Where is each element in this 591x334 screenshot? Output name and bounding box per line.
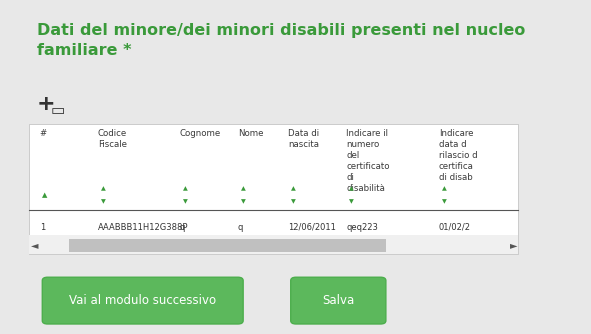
Text: ▲: ▲ [241, 186, 245, 191]
Text: 1: 1 [40, 223, 45, 231]
Text: Dati del minore/dei minori disabili presenti nel nucleo
familiare *: Dati del minore/dei minori disabili pres… [37, 23, 525, 58]
Text: Cognome: Cognome [180, 129, 221, 138]
FancyBboxPatch shape [43, 277, 243, 324]
Text: ▲: ▲ [291, 186, 296, 191]
Text: ▭: ▭ [50, 104, 64, 119]
Text: ▼: ▼ [241, 200, 245, 204]
Text: Data di
nascita: Data di nascita [288, 129, 319, 149]
Text: qeq223: qeq223 [346, 223, 378, 231]
Text: ►: ► [510, 240, 518, 250]
Text: ◄: ◄ [31, 240, 38, 250]
Text: Indicare
data d
rilascio d
certifica
di disab: Indicare data d rilascio d certifica di … [439, 129, 478, 182]
FancyBboxPatch shape [29, 235, 518, 254]
FancyBboxPatch shape [291, 277, 386, 324]
Text: ▲: ▲ [42, 192, 48, 198]
Text: Vai al modulo successivo: Vai al modulo successivo [69, 294, 216, 307]
Text: q: q [180, 223, 185, 231]
Text: Salva: Salva [322, 294, 355, 307]
Text: ▲: ▲ [183, 186, 187, 191]
FancyBboxPatch shape [69, 239, 386, 252]
Text: AAABBB11H12G388P: AAABBB11H12G388P [98, 223, 189, 231]
Text: 01/02/2: 01/02/2 [439, 223, 470, 231]
Text: ▼: ▼ [183, 200, 187, 204]
Text: Nome: Nome [238, 129, 264, 138]
Text: ▲: ▲ [441, 186, 446, 191]
Text: ▼: ▼ [100, 200, 105, 204]
Text: 12/06/2011: 12/06/2011 [288, 223, 336, 231]
Text: ▼: ▼ [349, 200, 354, 204]
Text: ▲: ▲ [100, 186, 105, 191]
Text: ▲: ▲ [349, 186, 354, 191]
Text: Codice
Fiscale: Codice Fiscale [98, 129, 127, 149]
Text: q: q [238, 223, 243, 231]
Text: #: # [40, 129, 47, 138]
Text: Indicare il
numero
del
certificato
di
disabilità: Indicare il numero del certificato di di… [346, 129, 389, 193]
Text: +: + [37, 94, 56, 114]
Text: ▼: ▼ [291, 200, 296, 204]
FancyBboxPatch shape [29, 124, 518, 254]
Text: ▼: ▼ [441, 200, 446, 204]
